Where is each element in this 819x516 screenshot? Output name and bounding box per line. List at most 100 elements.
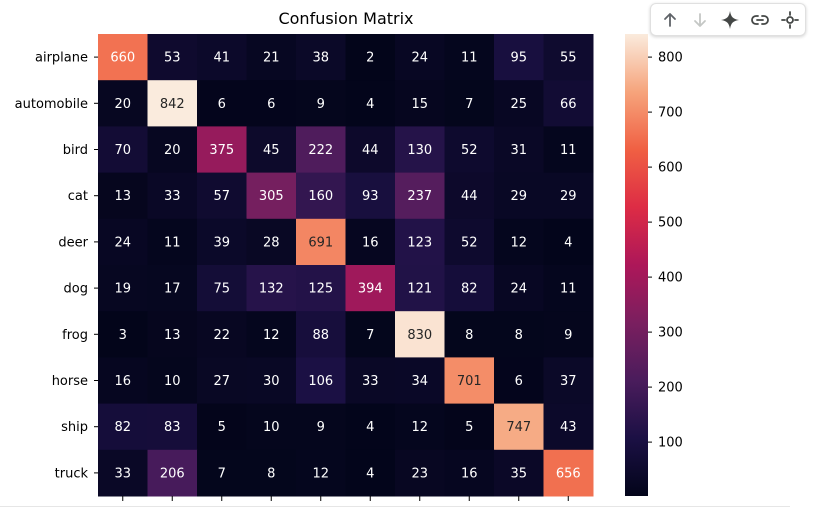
y-tick-label: horse (52, 374, 88, 389)
colorbar-tick-label: 400 (658, 271, 683, 286)
cell-value-label: 701 (457, 374, 482, 389)
cell-value-label: 656 (556, 466, 581, 481)
heatmap-cell (345, 357, 396, 405)
cell-value-label: 53 (164, 51, 181, 66)
y-tick-label: deer (58, 235, 88, 250)
heatmap-cell (147, 357, 198, 405)
cell-value-label: 88 (312, 328, 329, 343)
heatmap-cell (543, 311, 594, 358)
y-axis-labels: airplane automobile bird cat deer dog frog hors… (15, 51, 98, 481)
heatmap-cell (296, 311, 346, 358)
heatmap-cell (197, 265, 247, 312)
heatmap-cell (444, 449, 495, 497)
cell-value-label: 10 (164, 374, 181, 389)
heatmap-cell (296, 172, 346, 220)
sparkle-icon[interactable] (715, 6, 745, 34)
floating-toolbar (650, 3, 806, 36)
heatmap-cell (246, 265, 297, 312)
cell-value-label: 95 (510, 51, 527, 66)
heatmap-cell (444, 311, 495, 358)
heatmap-cell (543, 449, 594, 497)
heatmap-cell (147, 218, 198, 266)
heatmap-cell (98, 80, 148, 127)
cell-value-label: 70 (114, 143, 131, 158)
cell-value-label: 9 (564, 328, 572, 343)
heatmap-cell (246, 218, 297, 266)
heatmap-cell (395, 172, 445, 220)
cell-value-label: 31 (510, 143, 527, 158)
cell-value-label: 20 (114, 97, 131, 112)
cell-value-label: 27 (213, 374, 230, 389)
heatmap-cell (345, 218, 396, 266)
y-tick-label: dog (64, 282, 88, 297)
settings-icon[interactable] (775, 6, 805, 34)
heatmap-cell (296, 126, 346, 174)
cell-value-label: 30 (263, 374, 280, 389)
cell-value-label: 38 (312, 51, 329, 66)
heatmap-cell (197, 126, 247, 174)
heatmap-cell (494, 449, 544, 497)
link-icon[interactable] (745, 6, 775, 34)
heatmap-cell (197, 34, 247, 81)
cell-value-label: 11 (164, 235, 181, 250)
cell-value-label: 3 (119, 328, 127, 343)
arrow-up-icon[interactable] (655, 6, 685, 34)
heatmap-cell (246, 357, 297, 405)
heatmap-cell (98, 34, 148, 81)
heatmap-cell (98, 126, 148, 174)
cell-value-label: 24 (411, 51, 428, 66)
y-tick-label: bird (63, 143, 88, 158)
y-tick-label: ship (61, 420, 88, 435)
cell-value-label: 237 (407, 189, 432, 204)
y-tick-label: automobile (15, 97, 88, 112)
cell-value-label: 4 (564, 235, 572, 250)
cell-value-label: 12 (263, 328, 280, 343)
heatmap-cell (395, 403, 445, 451)
y-tick-label: airplane (35, 51, 88, 66)
cell-value-label: 35 (510, 466, 527, 481)
cell-value-label: 25 (510, 97, 527, 112)
cell-value-label: 6 (267, 97, 275, 112)
cell-value-label: 11 (560, 143, 577, 158)
cell-value-label: 55 (560, 51, 577, 66)
heatmap-cell (246, 311, 297, 358)
y-tick-label: truck (55, 466, 89, 481)
heatmap-cell (147, 126, 198, 174)
cell-value-label: 22 (213, 328, 230, 343)
cell-value-label: 5 (465, 420, 473, 435)
heatmap-cell (395, 311, 445, 358)
heatmap-cell (345, 34, 396, 81)
cell-value-label: 16 (461, 466, 478, 481)
heatmap-cell (246, 449, 297, 497)
cell-value-label: 8 (465, 328, 473, 343)
heatmap-cell (246, 80, 297, 127)
cell-value-label: 12 (312, 466, 329, 481)
cell-value-label: 130 (407, 143, 432, 158)
heatmap-cell (345, 449, 396, 497)
cell-value-label: 44 (461, 189, 478, 204)
heatmap-cell (444, 218, 495, 266)
heatmap-cell (98, 449, 148, 497)
heatmap-cell (345, 172, 396, 220)
arrow-down-icon[interactable] (685, 6, 715, 34)
heatmap-cell (345, 126, 396, 174)
heatmap-cell (494, 311, 544, 358)
cell-value-label: 75 (213, 282, 230, 297)
cell-value-label: 83 (164, 420, 181, 435)
cell-value-label: 4 (366, 466, 374, 481)
cell-value-label: 125 (308, 282, 333, 297)
heatmap-cell (494, 357, 544, 405)
cell-value-label: 691 (308, 235, 333, 250)
cell-value-label: 4 (366, 97, 374, 112)
cell-value-label: 21 (263, 51, 280, 66)
colorbar-tick-label: 700 (658, 106, 683, 121)
heatmap-cell (543, 172, 594, 220)
y-tick-label: frog (62, 328, 88, 343)
cell-value-label: 24 (510, 282, 527, 297)
cell-value-label: 29 (560, 189, 577, 204)
heatmap-cell (543, 403, 594, 451)
heatmap-cell (98, 357, 148, 405)
heatmap-cell (494, 403, 544, 451)
heatmap-cell (296, 80, 346, 127)
